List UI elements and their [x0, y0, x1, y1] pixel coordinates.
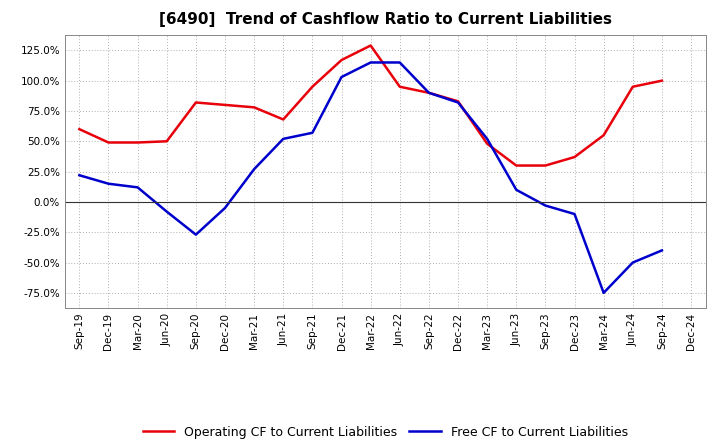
Free CF to Current Liabilities [483, 136, 492, 142]
Free CF to Current Liabilities [599, 290, 608, 296]
Operating CF to Current Liabilities [163, 139, 171, 144]
Operating CF to Current Liabilities [366, 43, 375, 48]
Line: Operating CF to Current Liabilities: Operating CF to Current Liabilities [79, 45, 662, 165]
Free CF to Current Liabilities [657, 248, 666, 253]
Operating CF to Current Liabilities [629, 84, 637, 89]
Operating CF to Current Liabilities [657, 78, 666, 83]
Free CF to Current Liabilities [104, 181, 113, 187]
Operating CF to Current Liabilities [279, 117, 287, 122]
Free CF to Current Liabilities [541, 203, 550, 208]
Line: Free CF to Current Liabilities: Free CF to Current Liabilities [79, 62, 662, 293]
Legend: Operating CF to Current Liabilities, Free CF to Current Liabilities: Operating CF to Current Liabilities, Fre… [138, 421, 633, 440]
Operating CF to Current Liabilities [337, 57, 346, 62]
Free CF to Current Liabilities [75, 172, 84, 178]
Free CF to Current Liabilities [366, 60, 375, 65]
Free CF to Current Liabilities [395, 60, 404, 65]
Operating CF to Current Liabilities [75, 127, 84, 132]
Free CF to Current Liabilities [337, 74, 346, 80]
Title: [6490]  Trend of Cashflow Ratio to Current Liabilities: [6490] Trend of Cashflow Ratio to Curren… [158, 12, 612, 27]
Free CF to Current Liabilities [570, 211, 579, 216]
Operating CF to Current Liabilities [599, 132, 608, 138]
Operating CF to Current Liabilities [192, 100, 200, 105]
Free CF to Current Liabilities [279, 136, 287, 142]
Free CF to Current Liabilities [512, 187, 521, 192]
Free CF to Current Liabilities [163, 209, 171, 214]
Free CF to Current Liabilities [192, 232, 200, 237]
Operating CF to Current Liabilities [512, 163, 521, 168]
Operating CF to Current Liabilities [454, 99, 462, 104]
Operating CF to Current Liabilities [483, 141, 492, 147]
Free CF to Current Liabilities [308, 130, 317, 136]
Free CF to Current Liabilities [454, 100, 462, 105]
Free CF to Current Liabilities [220, 205, 229, 211]
Free CF to Current Liabilities [133, 185, 142, 190]
Free CF to Current Liabilities [250, 166, 258, 172]
Free CF to Current Liabilities [629, 260, 637, 265]
Operating CF to Current Liabilities [395, 84, 404, 89]
Operating CF to Current Liabilities [541, 163, 550, 168]
Operating CF to Current Liabilities [104, 140, 113, 145]
Operating CF to Current Liabilities [308, 84, 317, 89]
Operating CF to Current Liabilities [570, 154, 579, 160]
Operating CF to Current Liabilities [250, 105, 258, 110]
Operating CF to Current Liabilities [220, 102, 229, 107]
Operating CF to Current Liabilities [133, 140, 142, 145]
Free CF to Current Liabilities [425, 90, 433, 95]
Operating CF to Current Liabilities [425, 90, 433, 95]
